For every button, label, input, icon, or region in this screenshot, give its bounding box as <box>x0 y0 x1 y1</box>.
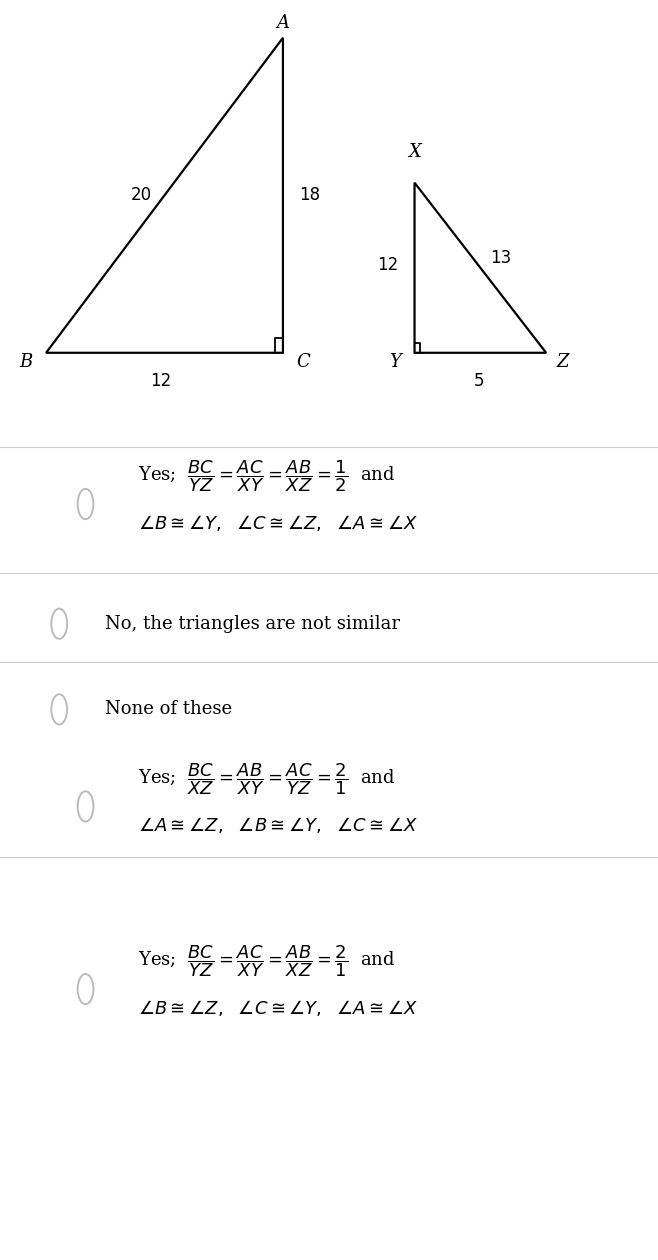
Text: C: C <box>296 353 310 370</box>
Text: Y: Y <box>390 353 401 370</box>
Text: 5: 5 <box>474 372 484 389</box>
Text: Z: Z <box>556 353 569 370</box>
Text: Yes;  $\dfrac{BC}{YZ} = \dfrac{AC}{XY} = \dfrac{AB}{XZ} = \dfrac{1}{2}$  and: Yes; $\dfrac{BC}{YZ} = \dfrac{AC}{XY} = … <box>138 459 395 494</box>
Text: $\angle B \cong \angle Z,\ \ \angle C \cong \angle Y,\ \ \angle A \cong \angle X: $\angle B \cong \angle Z,\ \ \angle C \c… <box>138 998 418 1018</box>
Text: 13: 13 <box>490 249 511 267</box>
Text: 18: 18 <box>299 186 320 204</box>
Text: X: X <box>408 144 421 161</box>
Text: $\angle A \cong \angle Z,\ \ \angle B \cong \angle Y,\ \ \angle C \cong \angle X: $\angle A \cong \angle Z,\ \ \angle B \c… <box>138 815 418 835</box>
Text: 12: 12 <box>377 256 398 273</box>
Text: B: B <box>20 353 33 370</box>
Text: A: A <box>276 14 290 32</box>
Text: No, the triangles are not similar: No, the triangles are not similar <box>105 615 400 633</box>
Text: Yes;  $\dfrac{BC}{XZ} = \dfrac{AB}{XY} = \dfrac{AC}{YZ} = \dfrac{2}{1}$  and: Yes; $\dfrac{BC}{XZ} = \dfrac{AB}{XY} = … <box>138 761 395 796</box>
Text: None of these: None of these <box>105 701 232 718</box>
Text: 12: 12 <box>151 372 172 389</box>
Text: 20: 20 <box>131 186 152 204</box>
Text: $\angle B \cong \angle Y,\ \ \angle C \cong \angle Z,\ \ \angle A \cong \angle X: $\angle B \cong \angle Y,\ \ \angle C \c… <box>138 513 418 533</box>
Text: Yes;  $\dfrac{BC}{YZ} = \dfrac{AC}{XY} = \dfrac{AB}{XZ} = \dfrac{2}{1}$  and: Yes; $\dfrac{BC}{YZ} = \dfrac{AC}{XY} = … <box>138 944 395 979</box>
